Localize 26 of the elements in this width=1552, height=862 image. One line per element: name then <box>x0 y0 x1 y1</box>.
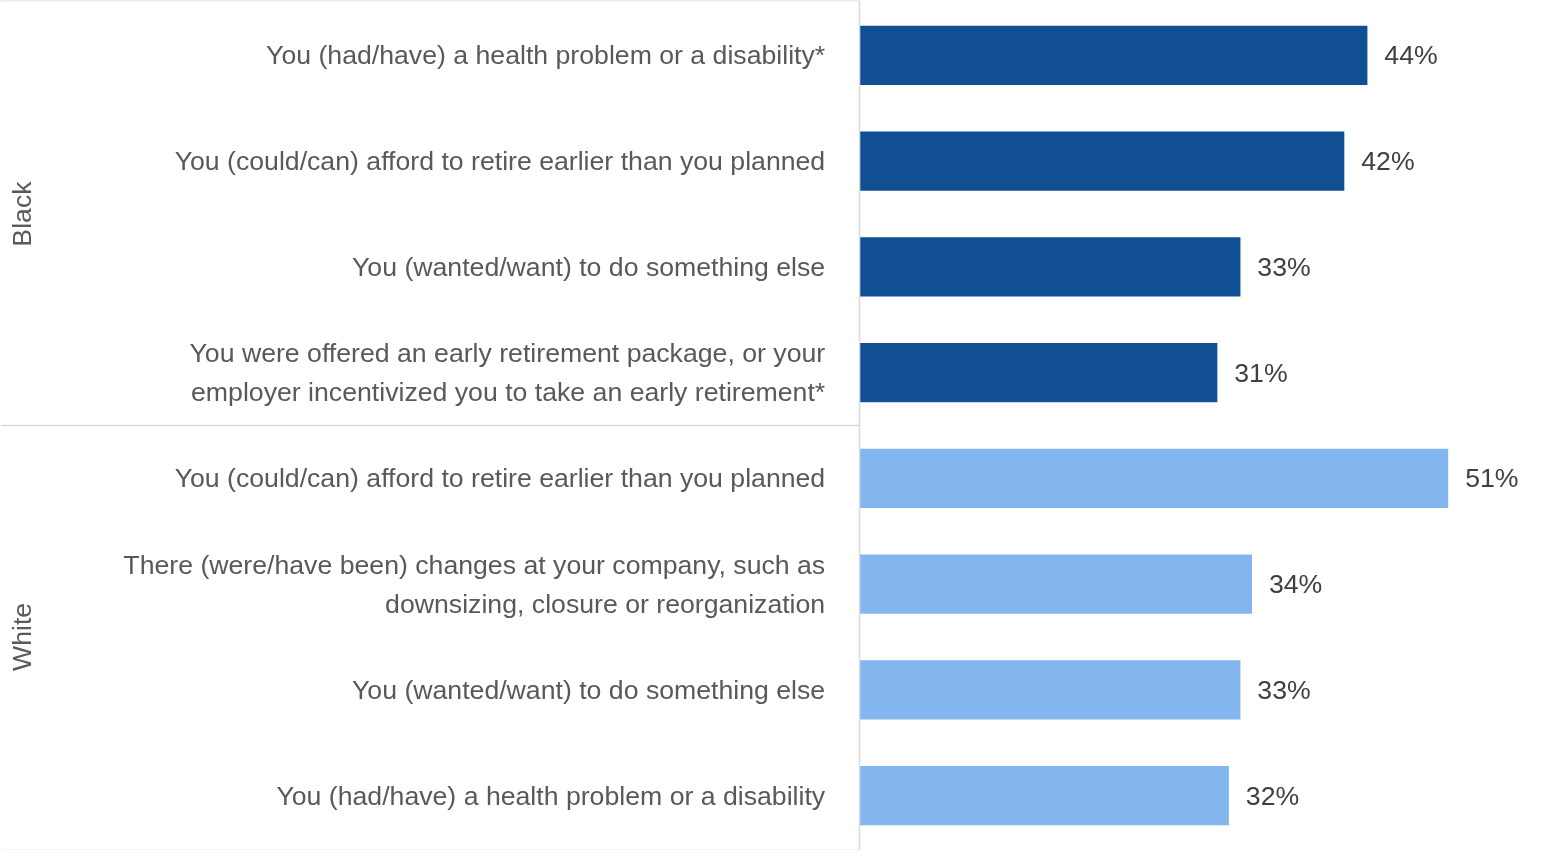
y-tick-label: You (wanted/want) to do something else <box>351 251 826 282</box>
bar <box>859 131 1345 191</box>
data-label: 51% <box>1465 463 1519 494</box>
bar <box>859 343 1218 403</box>
y-tick-label: You (had/have) a health problem or a disability <box>276 780 826 811</box>
data-label: 31% <box>1234 357 1288 388</box>
bar <box>859 660 1241 720</box>
y-tick-label: You (could/can) afford to retire earlier than you planned <box>174 146 826 177</box>
y-tick-label: There (were/have been) changes at your company, such as downsizing, closure or reorganization <box>123 549 826 619</box>
data-label: 44% <box>1384 40 1438 71</box>
data-label: 33% <box>1257 251 1311 282</box>
data-label: 33% <box>1257 674 1311 705</box>
data-label: 34% <box>1268 569 1323 600</box>
data-label: 32% <box>1245 780 1300 811</box>
bar <box>859 237 1241 297</box>
bar <box>859 765 1229 826</box>
bar <box>859 448 1449 508</box>
data-label: 42% <box>1361 146 1415 177</box>
y-tick-label: You (had/have) a health problem or a disability* <box>266 40 826 71</box>
text: Black <box>6 180 37 247</box>
text: White <box>6 602 37 672</box>
y-tick-label: You were offered an early retirement package, or your employer incentivized you to take an early retirement* <box>189 338 826 408</box>
y-tick-label: You (wanted/want) to do something else <box>351 674 826 705</box>
bar <box>859 554 1252 614</box>
y-tick-label: You (could/can) afford to retire earlier than you planned <box>174 463 826 494</box>
bar <box>859 25 1368 86</box>
